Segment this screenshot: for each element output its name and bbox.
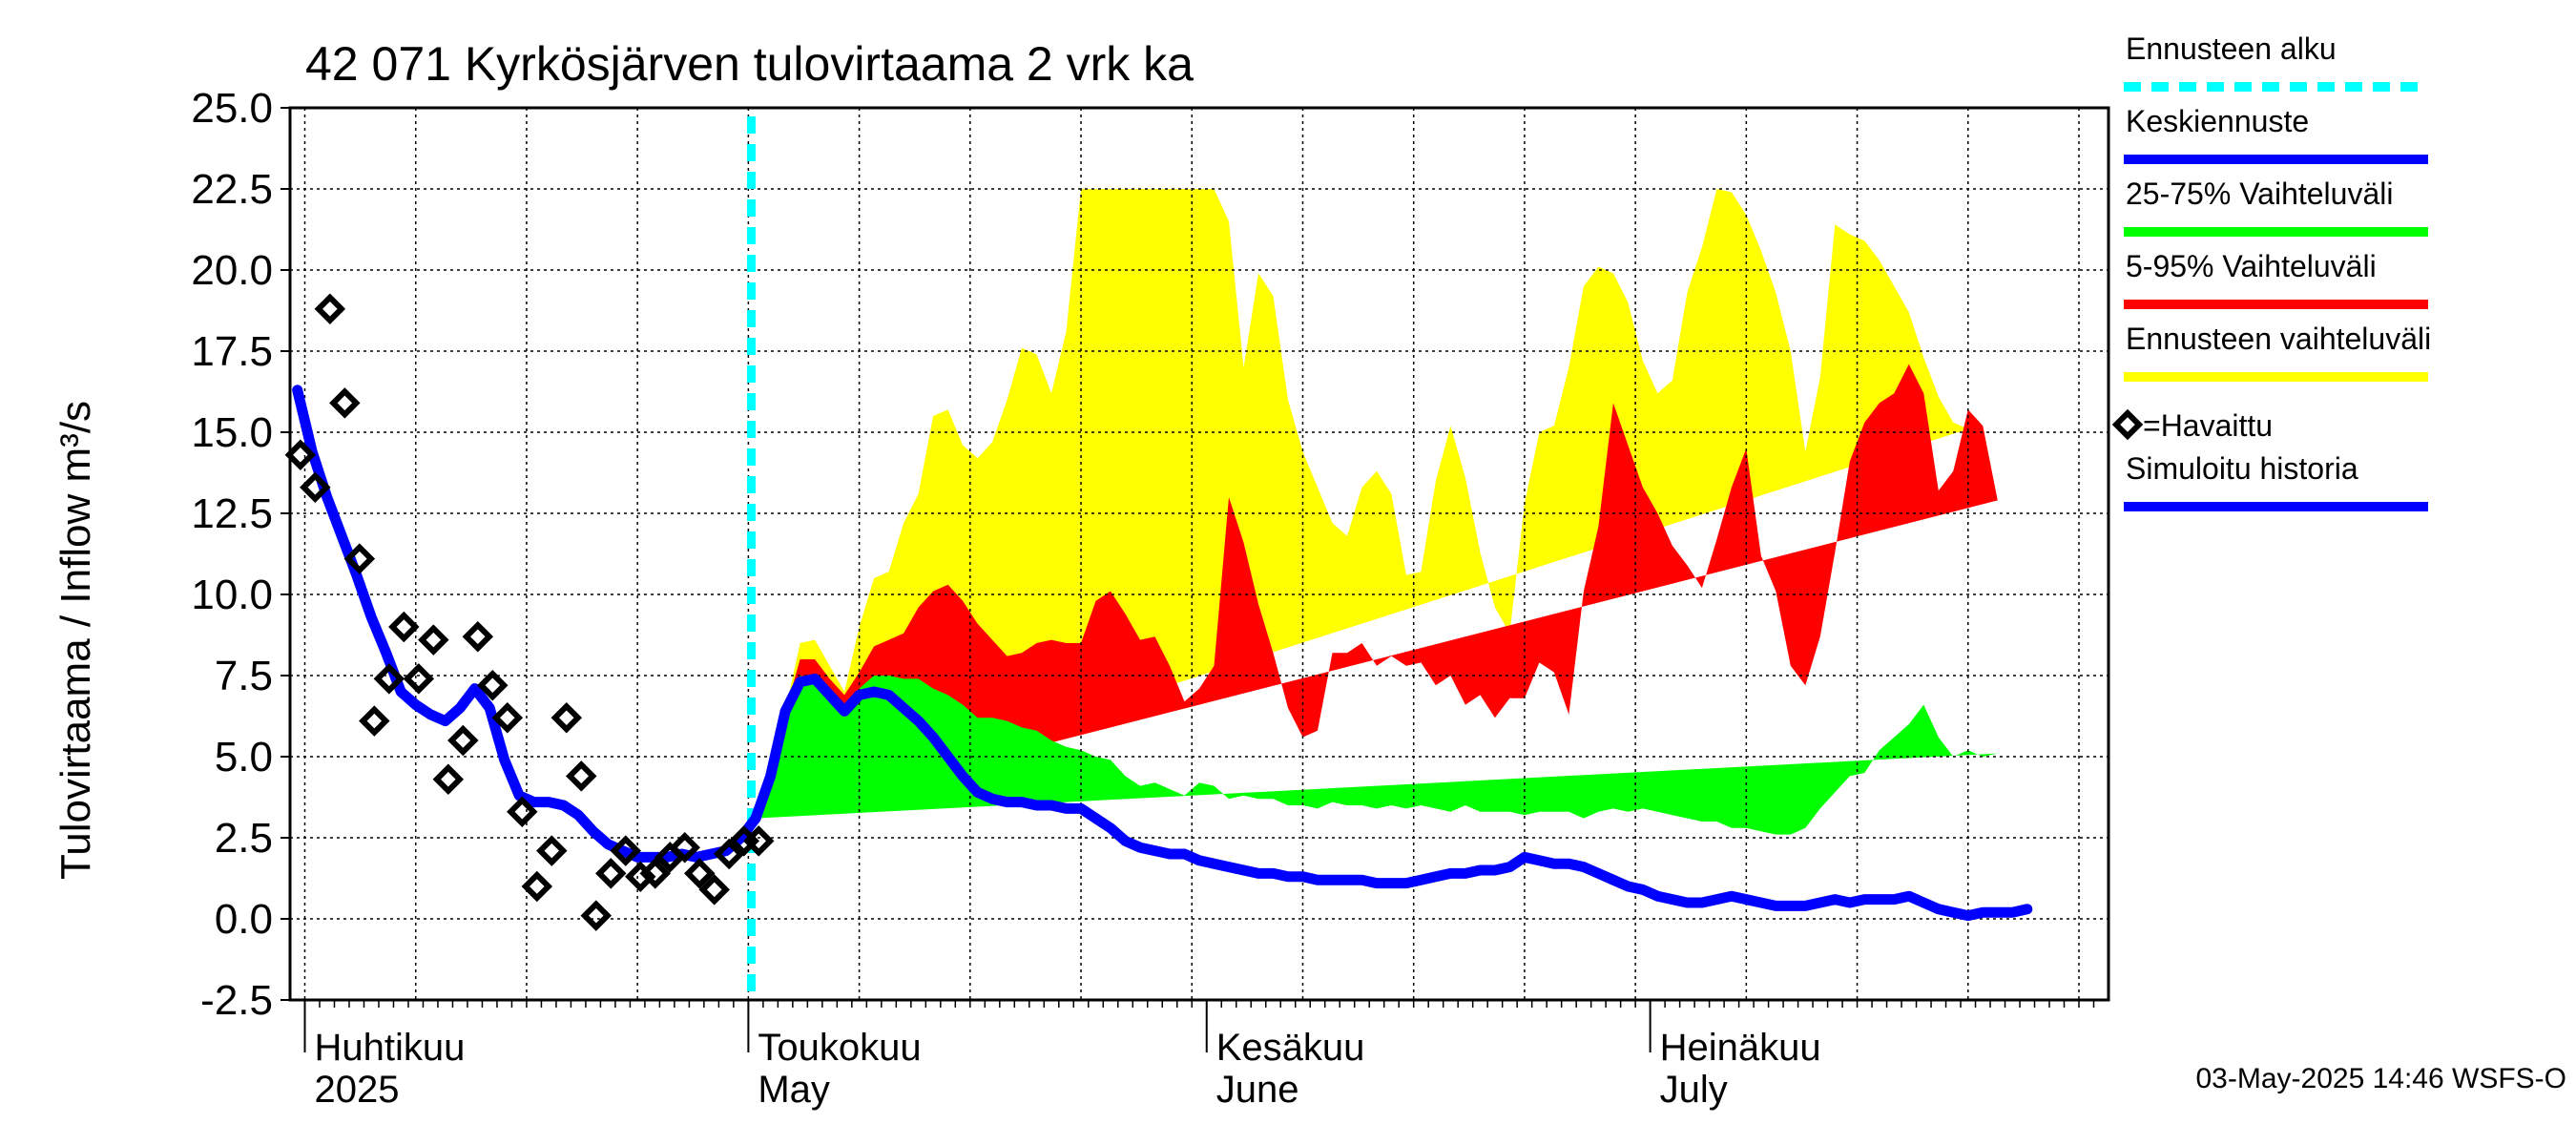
x-month-label-fi: Kesäkuu bbox=[1216, 1027, 1365, 1069]
x-month-label-fi: Huhtikuu bbox=[314, 1027, 465, 1069]
legend-label: Ennusteen alku bbox=[2126, 31, 2337, 66]
timestamp-footer: 03-May-2025 14:46 WSFS-O bbox=[2196, 1063, 2567, 1094]
observed-point bbox=[521, 870, 553, 903]
legend-item: Ennusteen vaihteluväli bbox=[2124, 322, 2431, 382]
x-month-label-en: July bbox=[1660, 1069, 1728, 1111]
y-tick-label: 7.5 bbox=[215, 653, 273, 699]
observed-point bbox=[551, 701, 583, 734]
y-tick-label: 17.5 bbox=[191, 328, 273, 375]
legend-item: Simuloitu historia bbox=[2124, 451, 2428, 511]
x-month-label-en: June bbox=[1216, 1069, 1299, 1111]
observed-point bbox=[669, 831, 700, 864]
x-month-label-fi: Heinäkuu bbox=[1660, 1027, 1821, 1069]
y-tick-label: 22.5 bbox=[191, 166, 273, 213]
x-month-label-en: May bbox=[758, 1069, 830, 1111]
legend-label: =Havaittu bbox=[2143, 408, 2273, 443]
observed-point bbox=[373, 663, 405, 695]
observed-point bbox=[491, 701, 524, 734]
observed-point bbox=[343, 543, 376, 574]
observed-point bbox=[610, 835, 642, 866]
median-forecast-line bbox=[750, 673, 2033, 922]
observed-point bbox=[742, 825, 775, 857]
band-1 bbox=[756, 364, 1998, 819]
observed-point bbox=[566, 760, 597, 792]
y-axis-label: Tulovirtaama / Inflow m³/s bbox=[52, 401, 99, 880]
y-tick-label: 25.0 bbox=[191, 85, 273, 132]
observed-point bbox=[329, 387, 361, 419]
observed-point bbox=[507, 796, 538, 828]
y-tick-label: 15.0 bbox=[191, 409, 273, 456]
plot-frame bbox=[288, 106, 2110, 1002]
plot-area: -2.5 0.0 2.5 5.0 7.5 10.0 12.5 15.0 17.5 20.0 22.5… bbox=[191, 85, 2110, 1111]
y-tick-label: 10.0 bbox=[191, 572, 273, 618]
observed-point bbox=[359, 705, 390, 737]
observed-point bbox=[432, 763, 465, 796]
observed-point bbox=[300, 471, 331, 504]
y-tick-label: 0.0 bbox=[215, 896, 273, 943]
legend-label: 5-95% Vaihteluväli bbox=[2126, 249, 2377, 283]
legend-item: Ennusteen alku bbox=[2124, 31, 2428, 92]
observed-point bbox=[314, 293, 346, 325]
observed-point bbox=[536, 835, 568, 866]
chart-title: 42 071 Kyrkösjärven tulovirtaama 2 vrk k… bbox=[305, 37, 1194, 91]
legend-item: 25-75% Vaihteluväli bbox=[2124, 177, 2428, 237]
observed-point bbox=[698, 874, 730, 906]
y-tick-label: -2.5 bbox=[200, 977, 273, 1024]
legend-label: 25-75% Vaihteluväli bbox=[2126, 177, 2393, 211]
observed-point bbox=[462, 620, 494, 653]
observed-point bbox=[683, 858, 716, 889]
observed-point bbox=[403, 663, 435, 695]
observed-point bbox=[713, 838, 745, 870]
legend-label: Simuloitu historia bbox=[2126, 451, 2358, 486]
legend-marker-observed bbox=[2111, 408, 2144, 441]
legend-label: Ennusteen vaihteluväli bbox=[2126, 322, 2431, 356]
observed-point bbox=[639, 858, 671, 889]
x-month-label-fi: Toukokuu bbox=[758, 1027, 921, 1069]
observed-point bbox=[284, 439, 317, 471]
observed-point bbox=[477, 669, 509, 701]
legend-label: Keskiennuste bbox=[2126, 104, 2309, 138]
legend: Ennusteen alku Keskiennuste 25-75% Vaihtel… bbox=[2111, 31, 2431, 511]
y-tick-label: 2.5 bbox=[215, 815, 273, 862]
observed-point bbox=[595, 858, 627, 889]
observed-point bbox=[388, 611, 420, 643]
observed-point bbox=[418, 624, 449, 656]
x-month-label-en: 2025 bbox=[314, 1069, 399, 1111]
legend-item: Keskiennuste bbox=[2124, 104, 2428, 164]
observed-point bbox=[447, 724, 479, 757]
y-tick-label: 12.5 bbox=[191, 490, 273, 537]
legend-item: 5-95% Vaihteluväli bbox=[2124, 249, 2428, 309]
band-2 bbox=[756, 676, 1998, 835]
legend-item: =Havaittu bbox=[2111, 408, 2273, 443]
y-tick-label: 5.0 bbox=[215, 734, 273, 781]
observed-point bbox=[580, 900, 613, 931]
y-tick-label: 20.0 bbox=[191, 247, 273, 294]
